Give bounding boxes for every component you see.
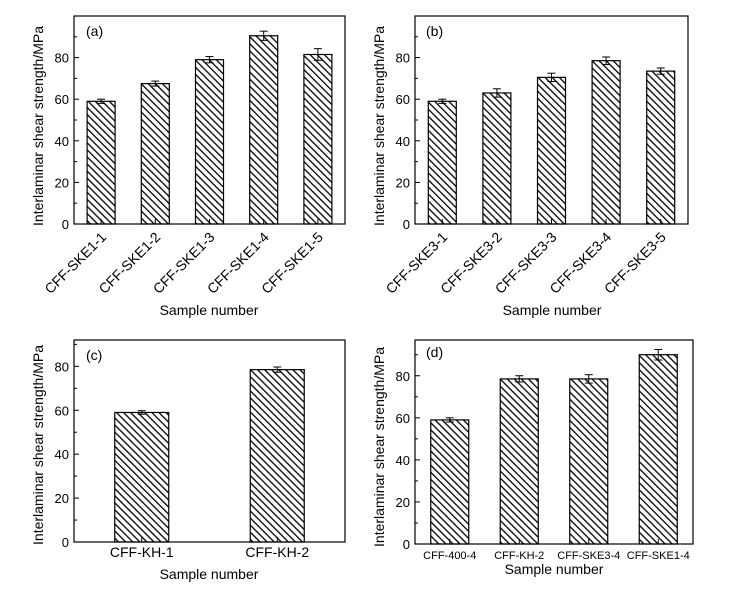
panel-b-plot: 020406080CFF-SKE3-1CFF-SKE3-2CFF-SKE3-3C… [382, 15, 689, 297]
ytick-label: 20 [396, 175, 410, 190]
panel-d: 0 20 40 60 80 CFF-400-4 CFF-KH-2 CFF-SKE3-4 CFF-… [371, 339, 694, 577]
panel-b-xlabel: Sample number [503, 302, 602, 318]
ytick-label: 60 [396, 411, 410, 426]
ytick-label: 80 [396, 369, 410, 384]
bar-CFF-SKE3-5 [646, 70, 676, 225]
panel-b-label: (b) [426, 23, 443, 39]
xtick-label: CFF-KH-2 [245, 544, 309, 560]
plot-frame [73, 339, 346, 543]
ytick-label: 0 [62, 217, 69, 232]
plot-frame [73, 15, 346, 225]
panel-d-ylabel: Interlaminar shear strength/MPa [371, 347, 387, 547]
plot-frame [414, 15, 689, 225]
ytick-label: 20 [396, 495, 410, 510]
bar-CFF-SKE3-4 [569, 378, 609, 545]
ytick-label: 40 [55, 447, 69, 462]
bar-CFF-SKE1-3 [194, 59, 225, 225]
panel-d-label: (d) [426, 344, 443, 360]
bar-CFF-SKE1-5 [303, 53, 333, 225]
panel-a-plot: 020406080CFF-SKE1-1CFF-SKE1-2CFF-SKE1-3C… [41, 15, 346, 297]
ytick-label: 40 [396, 453, 410, 468]
panel-a: 020406080CFF-SKE1-1CFF-SKE1-2CFF-SKE1-3C… [30, 15, 346, 318]
panel-b-ylabel: Interlaminar shear strength/MPa [371, 26, 387, 226]
xtick-label: CFF-SKE3-4 [557, 550, 620, 562]
panel-a-ylabel: Interlaminar shear strength/MPa [30, 26, 46, 226]
ytick-label: 80 [55, 359, 69, 374]
ytick-label: 80 [396, 51, 410, 66]
panel-b: 020406080CFF-SKE3-1CFF-SKE3-2CFF-SKE3-3C… [371, 15, 689, 318]
bar-CFF-SKE3-2 [482, 92, 512, 225]
bar-CFF-KH-1 [114, 411, 170, 543]
ytick-label: 80 [55, 51, 69, 66]
panel-d-xlabel: Sample number [505, 561, 604, 577]
ytick-label: 60 [396, 92, 410, 107]
bar-CFF-SKE1-4 [249, 35, 279, 225]
xtick-label: CFF-KH-1 [110, 544, 174, 560]
ytick-label: 60 [55, 403, 69, 418]
panel-c: 0 20 40 60 80 CFF-KH-1 CFF-KH-2 (c) Interlamin… [30, 339, 346, 582]
panel-a-label: (a) [86, 23, 103, 39]
bar-CFF-SKE3-4 [591, 60, 621, 225]
ytick-label: 20 [55, 491, 69, 506]
panel-c-ylabel: Interlaminar shear strength/MPa [30, 345, 46, 545]
bar-CFF-SKE1-2 [140, 82, 170, 225]
panel-c-label: (c) [86, 347, 102, 363]
bar-CFF-SKE1-1 [86, 100, 116, 225]
xtick-label: CFF-400-4 [423, 550, 476, 562]
plot-frame [414, 339, 694, 545]
xtick-label: CFF-KH-2 [494, 550, 544, 562]
ytick-label: 20 [55, 175, 69, 190]
ytick-label: 60 [55, 92, 69, 107]
panel-c-plot: 0 20 40 60 80 CFF-KH-1 CFF-KH-2 [55, 339, 346, 560]
bar-CFF-400-4 [430, 419, 470, 545]
ytick-label: 40 [396, 134, 410, 149]
bar-CFF-SKE3-3 [536, 76, 567, 225]
panel-d-plot: 0 20 40 60 80 CFF-400-4 CFF-KH-2 CFF-SKE3-4 CFF-… [396, 339, 694, 562]
panel-a-xlabel: Sample number [160, 302, 259, 318]
ytick-label: 0 [403, 537, 410, 552]
bar-CFF-SKE3-1 [427, 100, 457, 225]
bar-CFF-SKE1-4 [638, 354, 678, 545]
xtick-label: CFF-SKE1-4 [627, 550, 690, 562]
bar-CFF-KH-2 [499, 378, 539, 545]
ytick-label: 40 [55, 134, 69, 149]
panel-c-xlabel: Sample number [160, 566, 259, 582]
ytick-label: 0 [62, 535, 69, 550]
bar-CFF-KH-2 [249, 369, 305, 543]
ytick-label: 0 [403, 217, 410, 232]
